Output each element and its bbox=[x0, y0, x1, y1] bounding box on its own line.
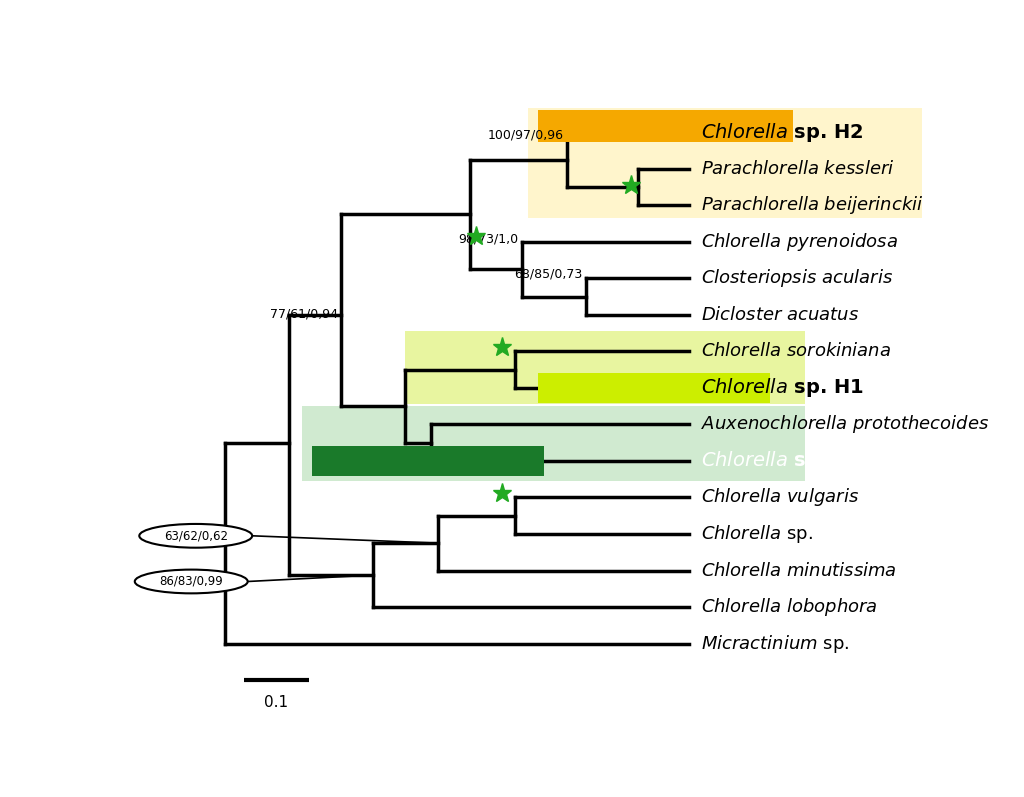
Text: 68/85/0,73: 68/85/0,73 bbox=[515, 267, 583, 280]
Bar bbox=[302, 406, 806, 481]
Text: $\it{Chlorella}$ sp. H2: $\it{Chlorella}$ sp. H2 bbox=[701, 120, 864, 143]
Text: $\it{Chlorella}$ sp. A1: $\it{Chlorella}$ sp. A1 bbox=[701, 450, 863, 473]
Bar bbox=[406, 332, 806, 404]
Text: 63/62/0,62: 63/62/0,62 bbox=[164, 529, 227, 542]
Text: $\it{Chlorella}$ $\it{pyrenoidosa}$: $\it{Chlorella}$ $\it{pyrenoidosa}$ bbox=[701, 231, 898, 253]
Bar bbox=[528, 108, 922, 218]
Bar bbox=[312, 446, 544, 477]
Text: $\it{Chlorella}$ $\it{lobophora}$: $\it{Chlorella}$ $\it{lobophora}$ bbox=[701, 596, 878, 618]
Text: $\it{Auxenochlorella}$ $\it{protothecoides}$: $\it{Auxenochlorella}$ $\it{protothecoid… bbox=[701, 414, 989, 435]
Text: 77/61/0,94: 77/61/0,94 bbox=[269, 308, 338, 320]
Text: $\it{Micractinium}$ sp.: $\it{Micractinium}$ sp. bbox=[701, 633, 849, 654]
Text: 98/73/1,0: 98/73/1,0 bbox=[458, 233, 518, 245]
Ellipse shape bbox=[139, 524, 252, 548]
Text: $\it{Dicloster}$ $\it{acuatus}$: $\it{Dicloster}$ $\it{acuatus}$ bbox=[701, 306, 859, 324]
Text: $\it{Chlorella}$ $\it{vulgaris}$: $\it{Chlorella}$ $\it{vulgaris}$ bbox=[701, 486, 859, 508]
Text: $\it{Chlorella}$ sp. H1: $\it{Chlorella}$ sp. H1 bbox=[701, 376, 864, 399]
Text: $\it{Chlorella}$ $\it{sorokiniana}$: $\it{Chlorella}$ $\it{sorokiniana}$ bbox=[701, 343, 891, 360]
Bar bbox=[538, 109, 793, 142]
Text: $\it{Parachlorella}$ $\it{beijerinckii}$: $\it{Parachlorella}$ $\it{beijerinckii}$ bbox=[701, 194, 924, 216]
Text: $\it{Parachlorella}$ $\it{kessleri}$: $\it{Parachlorella}$ $\it{kessleri}$ bbox=[701, 159, 894, 178]
Text: $\it{Chlorella}$ sp.: $\it{Chlorella}$ sp. bbox=[701, 523, 813, 545]
Text: $\it{Closteriopsis}$ $\it{acularis}$: $\it{Closteriopsis}$ $\it{acularis}$ bbox=[701, 267, 893, 289]
Bar bbox=[538, 372, 770, 403]
Text: 86/83/0,99: 86/83/0,99 bbox=[160, 575, 223, 588]
Ellipse shape bbox=[135, 570, 248, 593]
Text: $\it{Chlorella}$ $\it{minutissima}$: $\it{Chlorella}$ $\it{minutissima}$ bbox=[701, 562, 897, 579]
Text: 100/97/0,96: 100/97/0,96 bbox=[487, 128, 563, 141]
Text: 0.1: 0.1 bbox=[264, 695, 289, 709]
